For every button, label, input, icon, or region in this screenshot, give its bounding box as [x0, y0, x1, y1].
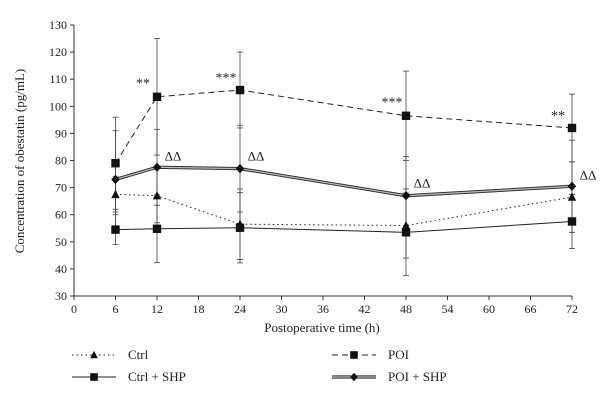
marker-square — [567, 217, 577, 226]
significance-star-label: *** — [216, 71, 237, 86]
marker-square — [401, 111, 411, 120]
x-tick-label: 12 — [151, 302, 163, 316]
series-line-ctrl-shp — [115, 220, 573, 233]
legend-label: Ctrl — [128, 347, 149, 362]
marker-diamond — [350, 372, 358, 382]
significance-star-label: ** — [136, 76, 150, 91]
y-tick-label: 50 — [55, 235, 67, 249]
x-tick-label: 72 — [566, 302, 578, 316]
x-tick-label: 54 — [442, 302, 454, 316]
marker-diamond — [152, 162, 162, 172]
marker-triangle — [567, 192, 577, 201]
marker-diamond — [401, 191, 411, 201]
marker-square — [111, 159, 120, 168]
marker-square — [567, 123, 577, 133]
series-line-poi-shp — [115, 165, 573, 198]
series-line-poi — [115, 89, 573, 164]
marker-square — [350, 351, 358, 359]
significance-star-label: *** — [382, 95, 403, 110]
marker-triangle — [111, 189, 120, 199]
marker-square — [111, 225, 120, 234]
y-tick-label: 30 — [55, 289, 67, 303]
y-tick-label: 40 — [55, 262, 67, 276]
marker-square — [235, 85, 245, 95]
y-tick-label: 110 — [49, 72, 67, 86]
tick-labels: 30 40 50 60 70 80 90 100 110 120 130 0 6 12 18 24 30 36 42… — [49, 18, 578, 316]
marker-diamond — [111, 174, 120, 185]
legend-label: Ctrl + SHP — [128, 369, 186, 384]
series-lines — [115, 89, 573, 233]
x-tick-label: 48 — [400, 302, 412, 316]
marker-triangle — [152, 191, 162, 200]
series-markers — [111, 85, 577, 237]
y-tick-label: 130 — [49, 18, 67, 32]
x-tick-label: 60 — [483, 302, 495, 316]
marker-triangle — [90, 350, 98, 359]
y-tick-label: 100 — [49, 99, 67, 113]
marker-square — [401, 228, 411, 237]
significance-star-label: ** — [551, 109, 565, 124]
x-tick-label: 18 — [193, 302, 205, 316]
marker-triangle — [401, 220, 411, 230]
legend-label: POI — [388, 347, 409, 362]
x-tick-label: 0 — [71, 302, 77, 316]
y-tick-label: 70 — [55, 181, 67, 195]
significance-delta-label: ΔΔ — [165, 149, 182, 164]
legend: Ctrl POI Ctrl + SHP POI + SHP — [72, 347, 447, 384]
error-bars — [112, 38, 575, 277]
significance-delta-label: ΔΔ — [414, 176, 431, 191]
y-tick-label: 120 — [49, 45, 67, 59]
significance-delta-label: ΔΔ — [580, 167, 597, 182]
marker-square — [152, 224, 162, 233]
series-line-ctrl — [115, 193, 573, 227]
significance-delta-label: ΔΔ — [248, 149, 265, 164]
marker-diamond — [235, 163, 245, 174]
x-tick-label: 42 — [359, 302, 371, 316]
x-tick-label: 36 — [317, 302, 329, 316]
marker-square — [152, 92, 162, 102]
marker-square — [235, 223, 245, 232]
marker-square — [90, 373, 98, 381]
x-tick-label: 6 — [113, 302, 119, 316]
x-tick-label: 30 — [276, 302, 288, 316]
marker-diamond — [567, 181, 577, 191]
y-tick-label: 60 — [55, 208, 67, 222]
axes — [70, 24, 573, 300]
x-axis-label: Postoperative time (h) — [264, 320, 380, 335]
y-axis-label: Concentration of obestatin (pg/mL) — [12, 69, 27, 253]
x-tick-label: 66 — [525, 302, 537, 316]
legend-label: POI + SHP — [388, 369, 447, 384]
x-tick-label: 24 — [234, 302, 246, 316]
y-tick-label: 80 — [55, 154, 67, 168]
y-tick-label: 90 — [55, 126, 67, 140]
